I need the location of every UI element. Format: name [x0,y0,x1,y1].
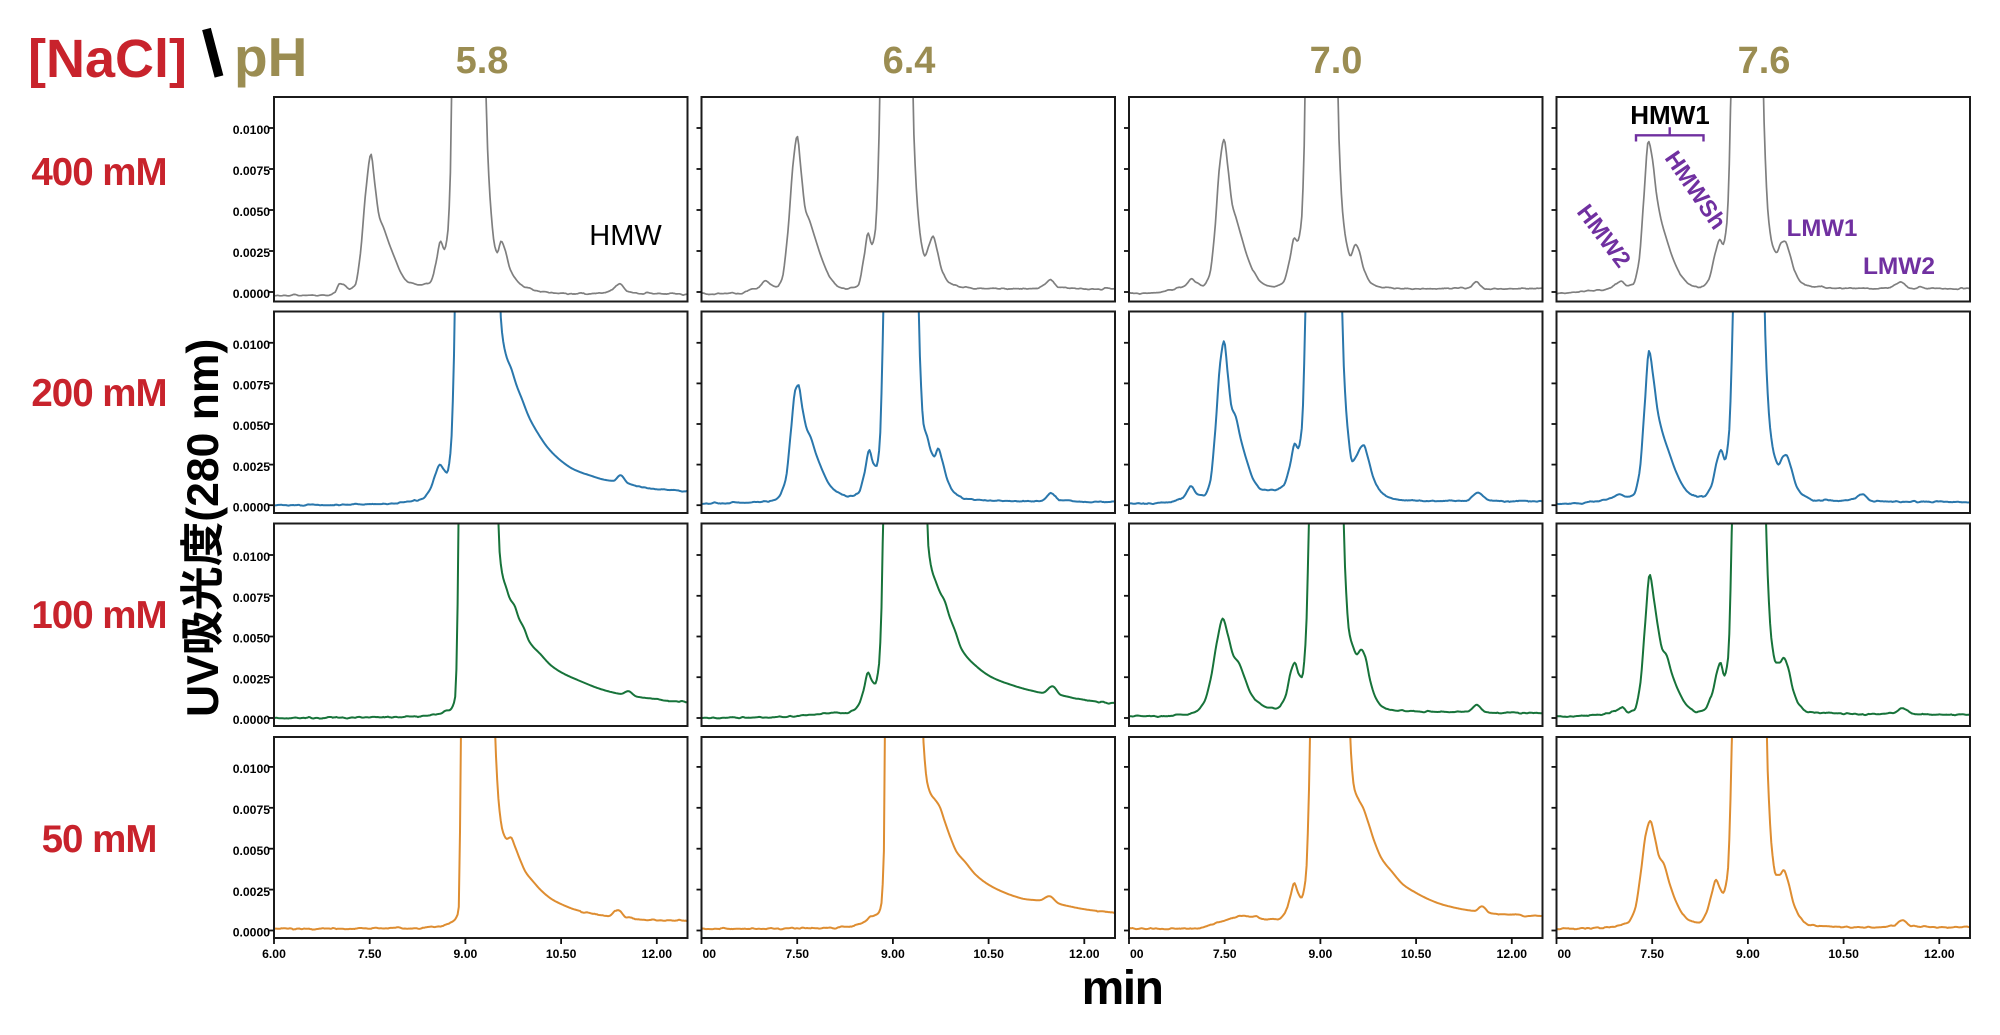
svg-text:0.0100: 0.0100 [233,550,270,564]
svg-text:7.50: 7.50 [785,947,809,961]
svg-text:50 mM: 50 mM [42,818,157,861]
svg-text:7.0: 7.0 [1310,40,1363,82]
svg-text:00: 00 [1130,947,1144,961]
svg-text:00: 00 [1558,947,1572,961]
svg-text:0.0025: 0.0025 [233,673,270,687]
svg-text:0.0075: 0.0075 [233,164,270,178]
svg-text:0.0050: 0.0050 [233,844,270,858]
svg-text:HMW2: HMW2 [1572,199,1636,272]
svg-text:10.50: 10.50 [1828,947,1859,961]
svg-text:9.00: 9.00 [454,947,478,961]
svg-text:LMW1: LMW1 [1787,215,1858,242]
svg-text:400 mM: 400 mM [31,151,166,194]
svg-text:0.0000: 0.0000 [233,713,270,727]
svg-text:pH: pH [234,26,307,88]
svg-text:12.00: 12.00 [1924,947,1955,961]
svg-text:7.50: 7.50 [1213,947,1237,961]
svg-text:7.6: 7.6 [1738,40,1791,82]
svg-text:0.0100: 0.0100 [233,123,270,137]
svg-text:HMW: HMW [589,220,662,252]
svg-text:10.50: 10.50 [1401,947,1432,961]
svg-text:0.0025: 0.0025 [233,885,270,899]
svg-text:10.50: 10.50 [973,947,1004,961]
svg-text:12.00: 12.00 [642,947,673,961]
svg-text:0.0100: 0.0100 [233,762,270,776]
svg-text:7.50: 7.50 [358,947,382,961]
svg-text:0.0025: 0.0025 [233,460,270,474]
svg-text:(280 nm): (280 nm) [179,339,228,522]
svg-text:9.00: 9.00 [1309,947,1333,961]
svg-text:0.0075: 0.0075 [233,591,270,605]
svg-text:HMW1: HMW1 [1630,100,1709,130]
svg-text:0.0100: 0.0100 [233,338,270,352]
svg-text:0.0075: 0.0075 [233,803,270,817]
svg-text:UV: UV [179,655,228,717]
svg-text:00: 00 [703,947,717,961]
svg-text:0.0050: 0.0050 [233,205,270,219]
svg-text:12.00: 12.00 [1497,947,1528,961]
svg-text:12.00: 12.00 [1069,947,1100,961]
svg-text:200 mM: 200 mM [31,372,166,415]
svg-text:0.0075: 0.0075 [233,379,270,393]
svg-text:min: min [1082,962,1163,1015]
svg-text:LMW2: LMW2 [1863,253,1935,280]
svg-text:6.4: 6.4 [883,40,936,82]
svg-text:9.00: 9.00 [1736,947,1760,961]
svg-text:0.0000: 0.0000 [233,287,270,301]
svg-text:7.50: 7.50 [1640,947,1664,961]
svg-text:9.00: 9.00 [881,947,905,961]
svg-text:0.0050: 0.0050 [233,419,270,433]
svg-text:HMWSh: HMWSh [1660,146,1732,234]
svg-text:0.0025: 0.0025 [233,246,270,260]
svg-text:100 mM: 100 mM [31,594,166,637]
svg-text:0.0000: 0.0000 [233,926,270,940]
svg-text:6.00: 6.00 [262,947,286,961]
svg-text:[NaCl]: [NaCl] [28,29,187,89]
svg-text:5.8: 5.8 [456,40,509,82]
svg-text:0.0000: 0.0000 [233,500,270,514]
svg-text:10.50: 10.50 [546,947,577,961]
svg-text:0.0050: 0.0050 [233,632,270,646]
